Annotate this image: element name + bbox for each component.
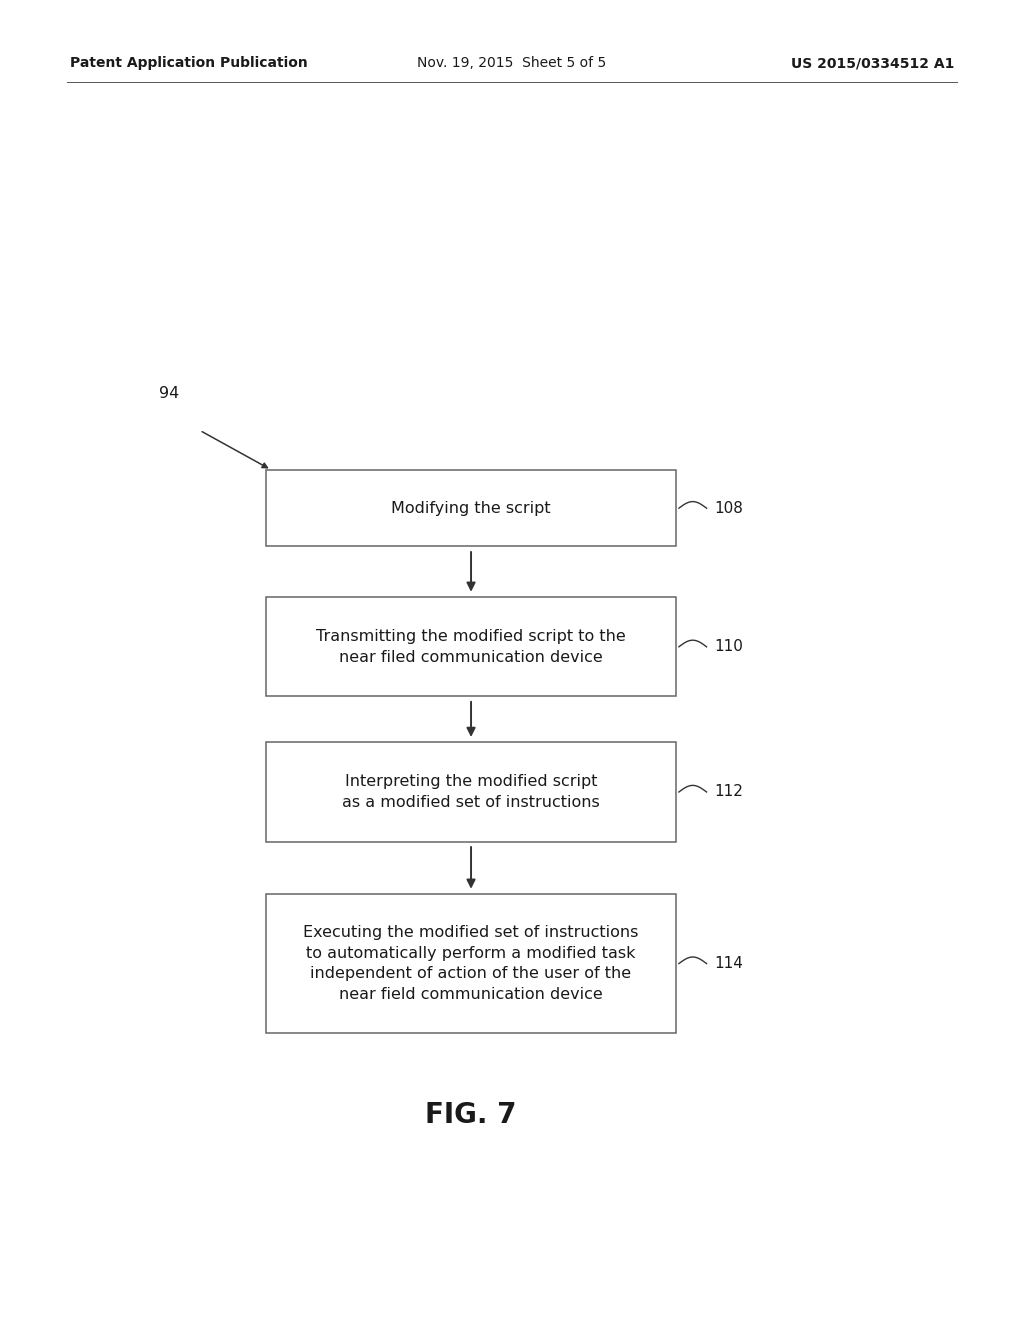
- Text: 110: 110: [715, 639, 743, 655]
- Text: 112: 112: [715, 784, 743, 800]
- FancyBboxPatch shape: [266, 470, 676, 546]
- Text: 94: 94: [159, 385, 179, 401]
- Text: Patent Application Publication: Patent Application Publication: [70, 57, 307, 70]
- Text: US 2015/0334512 A1: US 2015/0334512 A1: [791, 57, 954, 70]
- Text: Modifying the script: Modifying the script: [391, 500, 551, 516]
- Text: Nov. 19, 2015  Sheet 5 of 5: Nov. 19, 2015 Sheet 5 of 5: [418, 57, 606, 70]
- FancyBboxPatch shape: [266, 742, 676, 842]
- Text: FIG. 7: FIG. 7: [425, 1101, 517, 1130]
- FancyBboxPatch shape: [266, 597, 676, 697]
- Text: Transmitting the modified script to the
near filed communication device: Transmitting the modified script to the …: [316, 630, 626, 664]
- FancyBboxPatch shape: [266, 895, 676, 1032]
- Text: Interpreting the modified script
as a modified set of instructions: Interpreting the modified script as a mo…: [342, 775, 600, 809]
- Text: 108: 108: [715, 500, 743, 516]
- Text: 114: 114: [715, 956, 743, 972]
- Text: Executing the modified set of instructions
to automatically perform a modified t: Executing the modified set of instructio…: [303, 925, 639, 1002]
